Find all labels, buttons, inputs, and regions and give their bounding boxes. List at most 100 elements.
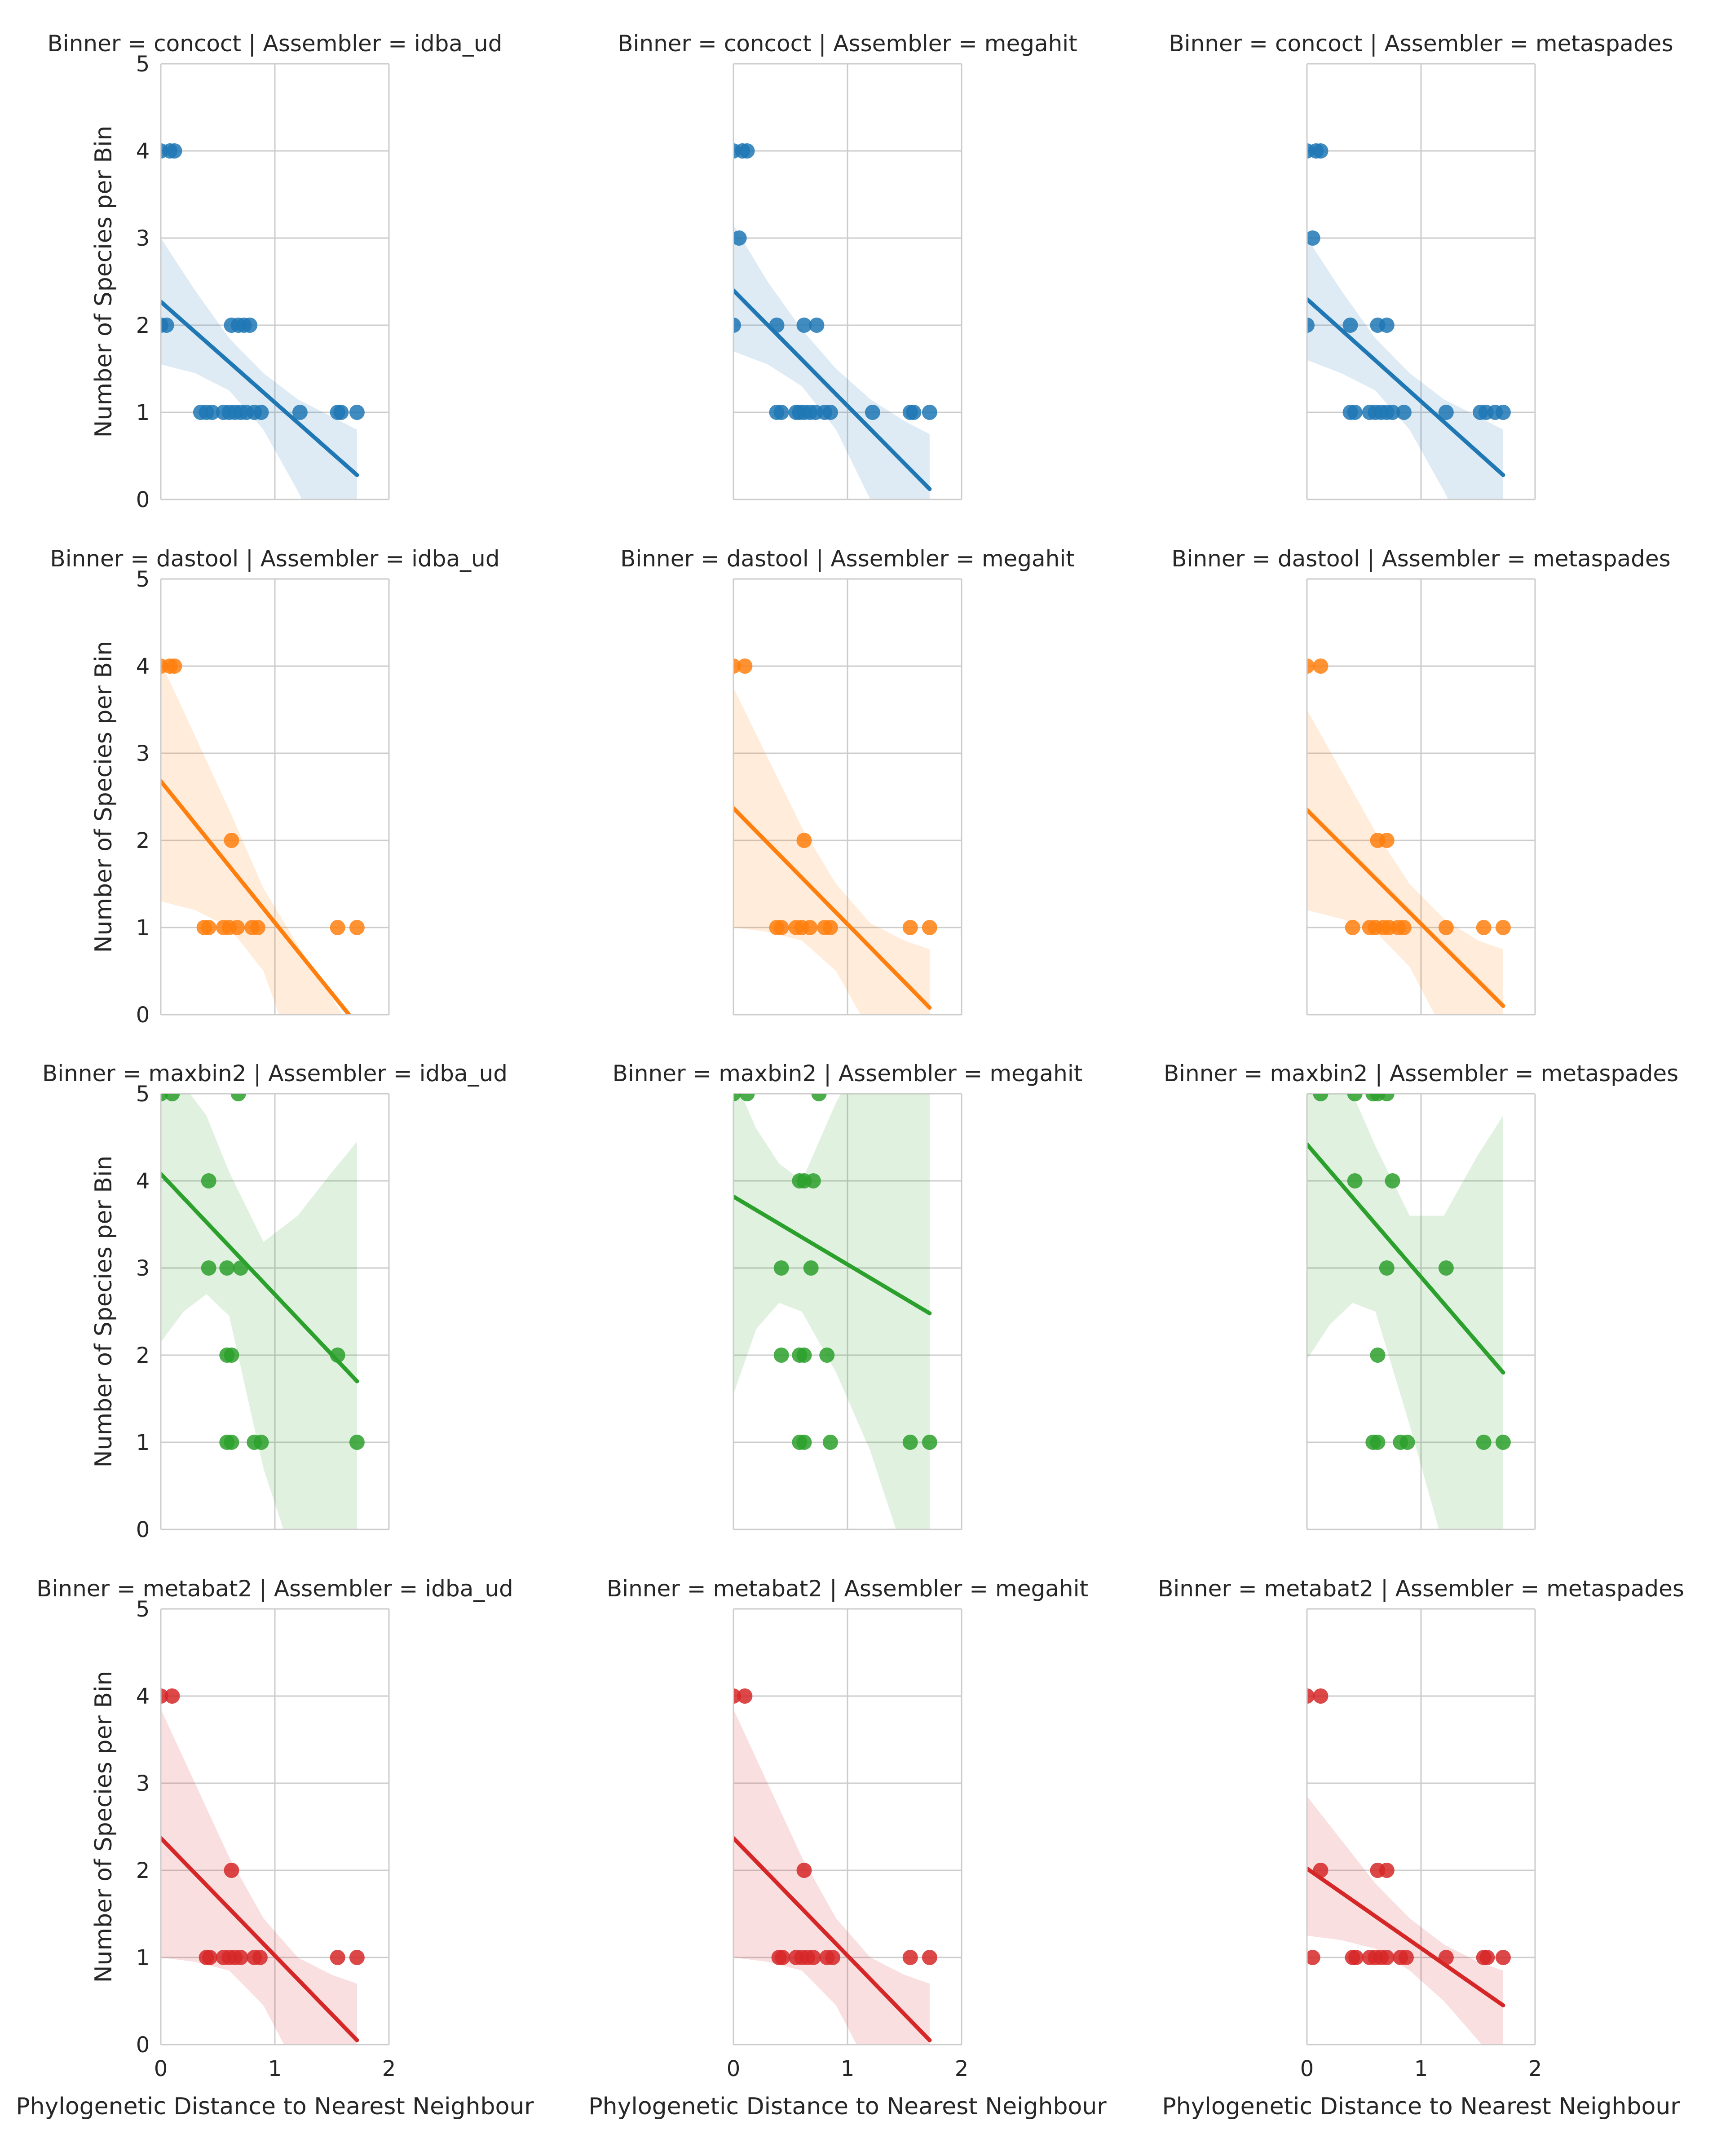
data-point (805, 1173, 821, 1188)
y-axis-label: Number of Species per Bin (90, 1671, 117, 1983)
data-point (902, 1950, 918, 1965)
y-axis-label: Number of Species per Bin (90, 641, 117, 953)
confidence-band (161, 662, 342, 1015)
data-point (1347, 1094, 1363, 1101)
data-point (252, 1950, 268, 1965)
panel-title: Binner = dastool | Assembler = megahit (620, 546, 1075, 572)
data-point (1348, 1950, 1364, 1965)
data-point (230, 1094, 246, 1101)
x-tick-label: 0 (154, 2056, 168, 2081)
data-point (1345, 920, 1360, 935)
data-point (1342, 318, 1358, 333)
data-point (796, 1435, 812, 1450)
data-point (902, 1435, 918, 1450)
data-point (1476, 1435, 1492, 1450)
regression-line (161, 300, 359, 477)
y-tick-label: 0 (136, 2032, 150, 2058)
data-point (1379, 833, 1395, 848)
y-tick-label: 2 (136, 1343, 150, 1368)
data-point (1379, 318, 1395, 333)
y-axis-label: Number of Species per Bin (90, 1156, 117, 1468)
data-point (349, 920, 365, 935)
data-point (1307, 658, 1315, 674)
data-point (796, 833, 812, 848)
y-tick-label: 1 (136, 400, 150, 425)
data-point (733, 230, 747, 246)
data-point (775, 1950, 790, 1965)
regression-line (1307, 808, 1505, 1008)
data-point (739, 1094, 755, 1101)
data-point (292, 405, 308, 420)
data-point (733, 318, 741, 333)
data-point (167, 143, 182, 159)
y-tick-label: 0 (136, 1003, 150, 1028)
panel-title: Binner = metabat2 | Assembler = idba_ud (36, 1576, 513, 1602)
data-point (1438, 920, 1454, 935)
panel-title: Binner = metabat2 | Assembler = megahit (607, 1576, 1088, 1602)
panel-metabat2-0: Binner = metabat2 | Assembler = idba_ud 0… (16, 1576, 534, 2120)
y-tick-label: 2 (136, 828, 150, 853)
panel-title: Binner = concoct | Assembler = idba_ud (48, 31, 503, 57)
regression-line (733, 288, 932, 491)
data-point (349, 405, 365, 420)
data-point (906, 405, 922, 420)
data-point (1347, 1173, 1363, 1188)
data-point (1313, 1094, 1329, 1101)
y-tick-label: 3 (136, 1256, 150, 1281)
y-tick-label: 5 (136, 1597, 150, 1622)
data-point (819, 1348, 835, 1363)
y-tick-label: 3 (136, 226, 150, 251)
data-point (224, 1348, 239, 1363)
y-tick-label: 0 (136, 1517, 150, 1542)
confidence-band (161, 1709, 357, 2045)
data-point (1379, 1950, 1395, 1965)
panel-concoct-2: Binner = concoct | Assembler = metaspade… (1169, 31, 1673, 500)
data-point (739, 143, 755, 159)
confidence-band (1307, 1796, 1503, 2045)
x-tick-label: 1 (268, 2056, 282, 2081)
data-point (164, 1688, 180, 1704)
data-point (201, 1173, 216, 1188)
x-axis-label: Phylogenetic Distance to Nearest Neighbo… (16, 2093, 534, 2120)
regression-line (161, 1171, 359, 1383)
x-tick-label: 2 (955, 2056, 969, 2081)
data-point (1379, 1260, 1395, 1276)
data-point (811, 1094, 827, 1101)
x-tick-label: 2 (382, 2056, 396, 2081)
data-point (733, 1094, 741, 1101)
data-point (1313, 143, 1329, 159)
panel-metabat2-2: Binner = metabat2 | Assembler = metaspad… (1158, 1576, 1684, 2120)
data-point (802, 920, 818, 935)
data-point (1398, 1950, 1414, 1965)
data-point (349, 1435, 365, 1450)
y-tick-label: 3 (136, 741, 150, 766)
x-axis-label: Phylogenetic Distance to Nearest Neighbo… (1162, 2093, 1680, 2120)
panel-dastool-0: Binner = dastool | Assembler = idba_ud 0 1… (50, 546, 499, 1028)
data-point (902, 920, 918, 935)
x-axis-label: Phylogenetic Distance to Nearest Neighbo… (588, 2093, 1107, 2120)
y-tick-label: 4 (136, 654, 150, 679)
data-point (1313, 1688, 1329, 1704)
y-axis-label: Number of Species per Bin (90, 126, 117, 438)
data-point (1399, 1435, 1415, 1450)
data-point (250, 920, 265, 935)
regression-line (1307, 1866, 1505, 2008)
panel-title: Binner = metabat2 | Assembler = metaspad… (1158, 1576, 1684, 1602)
x-tick-label: 0 (727, 2056, 741, 2081)
confidence-band (733, 225, 930, 499)
data-point (1379, 1094, 1395, 1101)
y-tick-label: 4 (136, 1684, 150, 1709)
data-point (224, 833, 239, 848)
data-point (922, 405, 937, 420)
data-point (161, 318, 174, 333)
confidence-band (733, 1709, 930, 2045)
data-point (796, 1348, 812, 1363)
data-point (1495, 920, 1511, 935)
data-point (201, 1260, 216, 1276)
data-point (330, 1950, 345, 1965)
data-point (202, 1950, 218, 1965)
panel-title: Binner = dastool | Assembler = idba_ud (50, 546, 499, 572)
data-point (805, 1950, 821, 1965)
data-point (1396, 920, 1412, 935)
data-point (1476, 920, 1492, 935)
